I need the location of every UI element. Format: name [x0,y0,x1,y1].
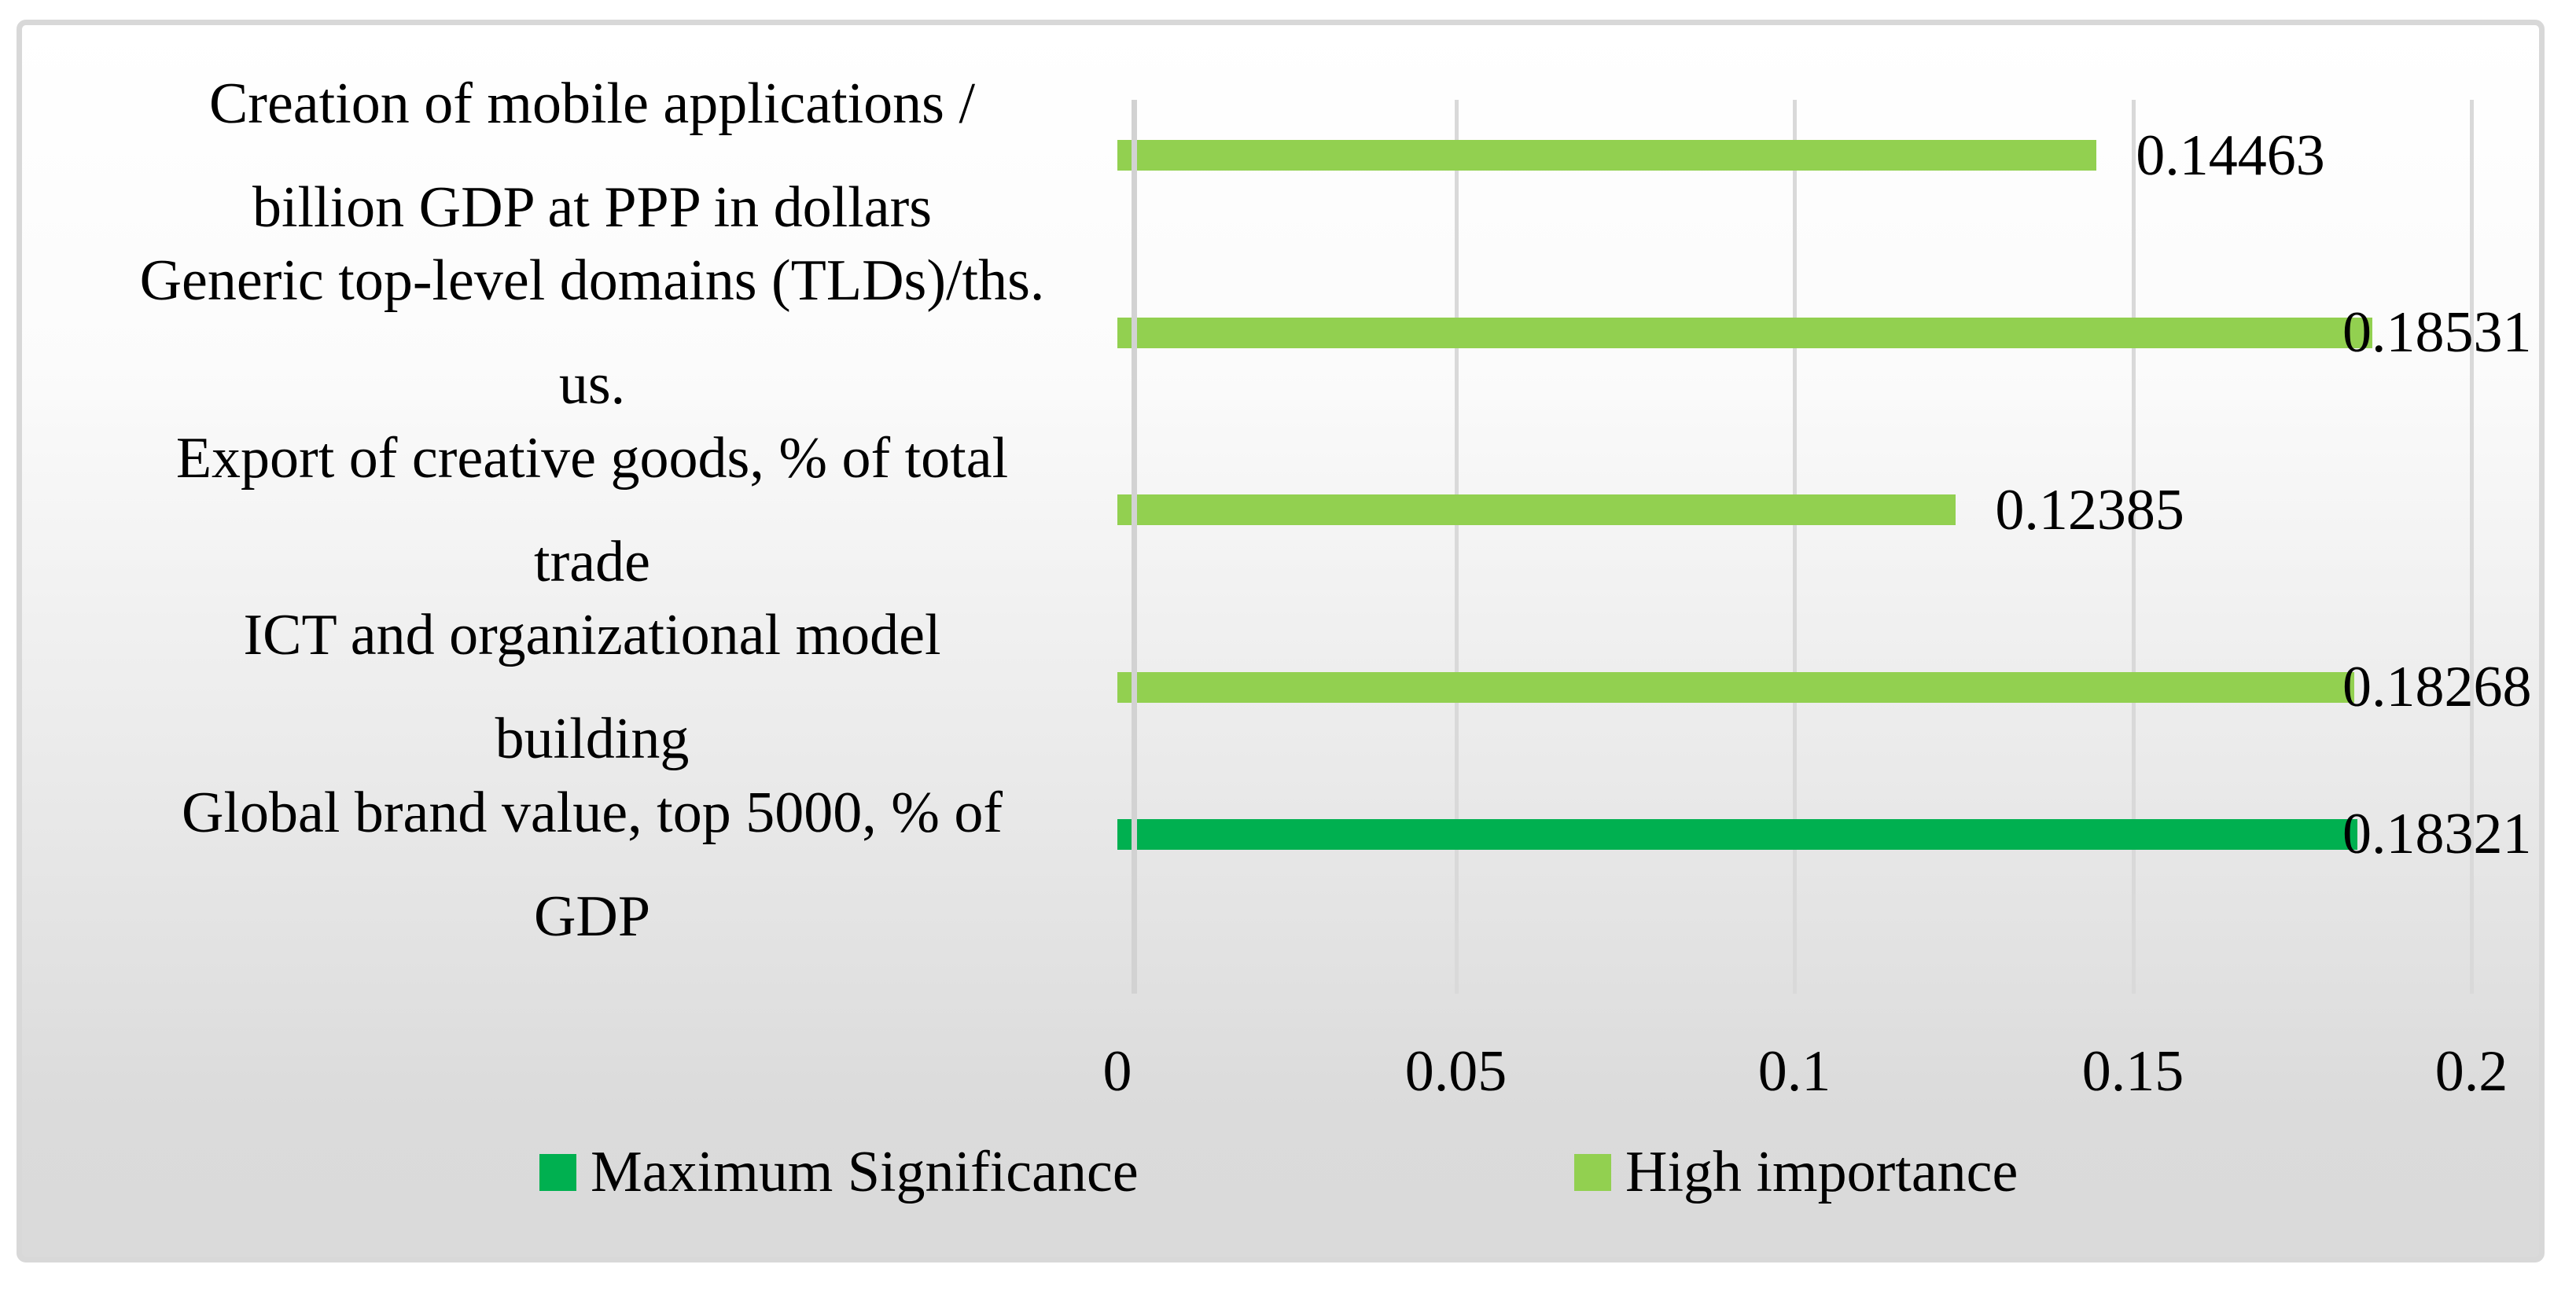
value-axis-zero-line [1132,100,1137,994]
bar-4 [1117,671,2354,703]
category-label-5: Global brand value, top 5000, % of GDP [182,780,1003,949]
xtick-label-0: 0 [1102,1039,1132,1104]
legend-swatch-icon [1574,1153,1611,1191]
xtick-label-0.2: 0.2 [2434,1039,2508,1104]
category-label-4: ICT and organizational model building [243,603,941,772]
data-label-1: 0.14463 [2136,123,2325,188]
legend-item-2: High importance [1574,1140,2018,1204]
xtick-label-0.15: 0.15 [2081,1039,2184,1104]
data-label-5: 0.18321 [2342,802,2532,866]
data-label-2: 0.18531 [2342,300,2532,366]
chart-container: 0.14463 0.18531 0.12385 0.18268 0.18321 Crea… [17,20,2545,1262]
xtick-label-0.1: 0.1 [1757,1039,1831,1104]
bar-2 [1117,317,2372,348]
legend-label: High importance [1625,1140,2018,1204]
legend-item-1: Maximum Significance [539,1140,1139,1204]
bar-3 [1117,494,1956,526]
category-label-1: Creation of mobile applications / billion… [208,71,976,240]
category-label-3: Export of creative goods, % of total trad… [175,425,1009,594]
legend-label: Maximum Significance [591,1140,1139,1204]
bar-1 [1117,140,2097,171]
gridline-0.05 [1454,100,1459,994]
bar-5 [1117,818,2358,850]
data-label-3: 0.12385 [1995,477,2184,542]
xtick-label-0.05: 0.05 [1404,1039,1507,1104]
legend-swatch-icon [539,1153,576,1191]
gridline-0.15 [2131,100,2136,994]
gridline-0.2 [2470,100,2474,994]
data-label-4: 0.18268 [2342,655,2532,720]
gridline-0.1 [1793,100,1797,994]
category-label-2: Generic top-level domains (TLDs)/ths. us. [139,248,1045,417]
